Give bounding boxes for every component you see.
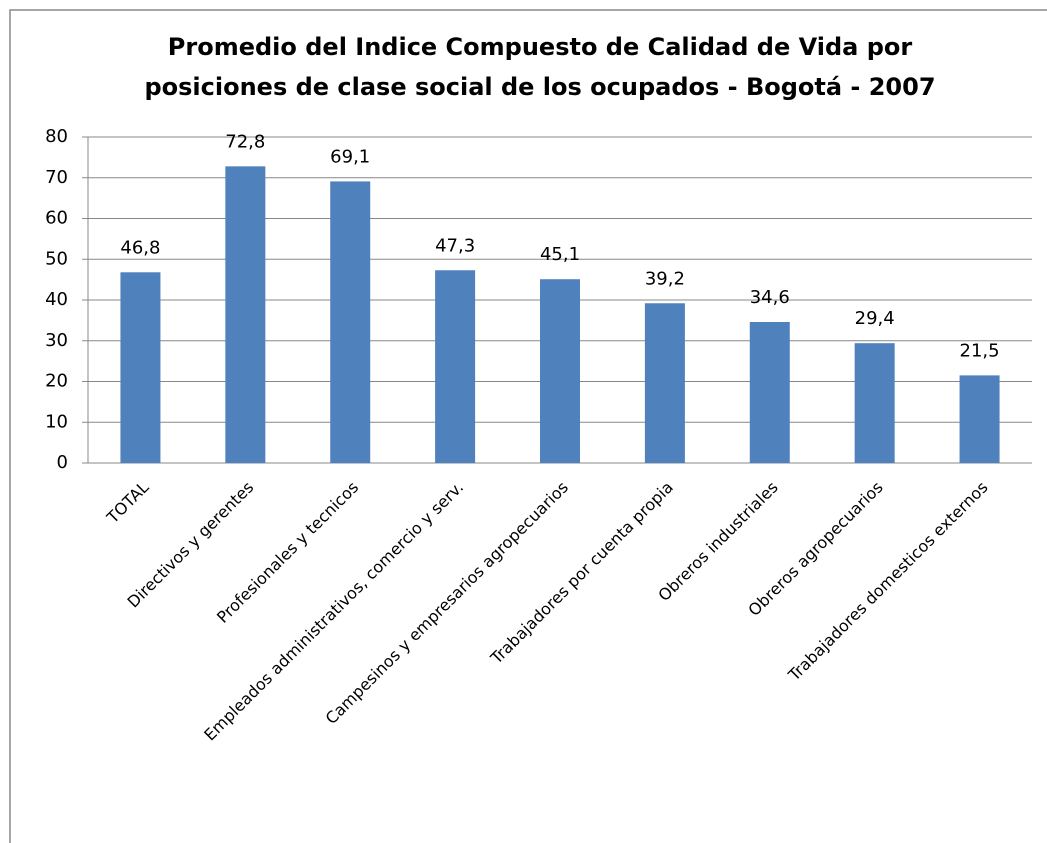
y-tick-label: 40 bbox=[45, 289, 68, 310]
data-label: 69,1 bbox=[330, 146, 370, 167]
data-label: 21,5 bbox=[960, 340, 1000, 361]
bar bbox=[435, 270, 476, 463]
y-tick-label: 20 bbox=[45, 371, 68, 392]
data-label: 72,8 bbox=[225, 131, 265, 152]
y-tick-label: 70 bbox=[45, 167, 68, 188]
data-label: 46,8 bbox=[120, 237, 160, 258]
data-label: 45,1 bbox=[540, 244, 580, 265]
data-label: 29,4 bbox=[855, 308, 895, 329]
bar bbox=[330, 181, 371, 464]
data-label: 47,3 bbox=[435, 235, 475, 256]
y-tick-label: 30 bbox=[45, 330, 68, 351]
bar bbox=[854, 343, 895, 463]
chart-title: posiciones de clase social de los ocupad… bbox=[144, 73, 935, 101]
bar bbox=[749, 322, 790, 463]
y-tick-label: 50 bbox=[45, 248, 68, 269]
chart-title: Promedio del Indice Compuesto de Calidad… bbox=[168, 33, 913, 61]
y-tick-label: 10 bbox=[45, 411, 68, 432]
bar bbox=[959, 375, 1000, 463]
y-tick-label: 0 bbox=[57, 452, 68, 473]
y-tick-label: 60 bbox=[45, 208, 68, 229]
bar bbox=[644, 303, 685, 463]
bar bbox=[120, 272, 161, 463]
data-label: 34,6 bbox=[750, 287, 790, 308]
y-tick-label: 80 bbox=[45, 126, 68, 147]
bar bbox=[225, 166, 266, 463]
data-label: 39,2 bbox=[645, 268, 685, 289]
bar bbox=[540, 279, 580, 463]
